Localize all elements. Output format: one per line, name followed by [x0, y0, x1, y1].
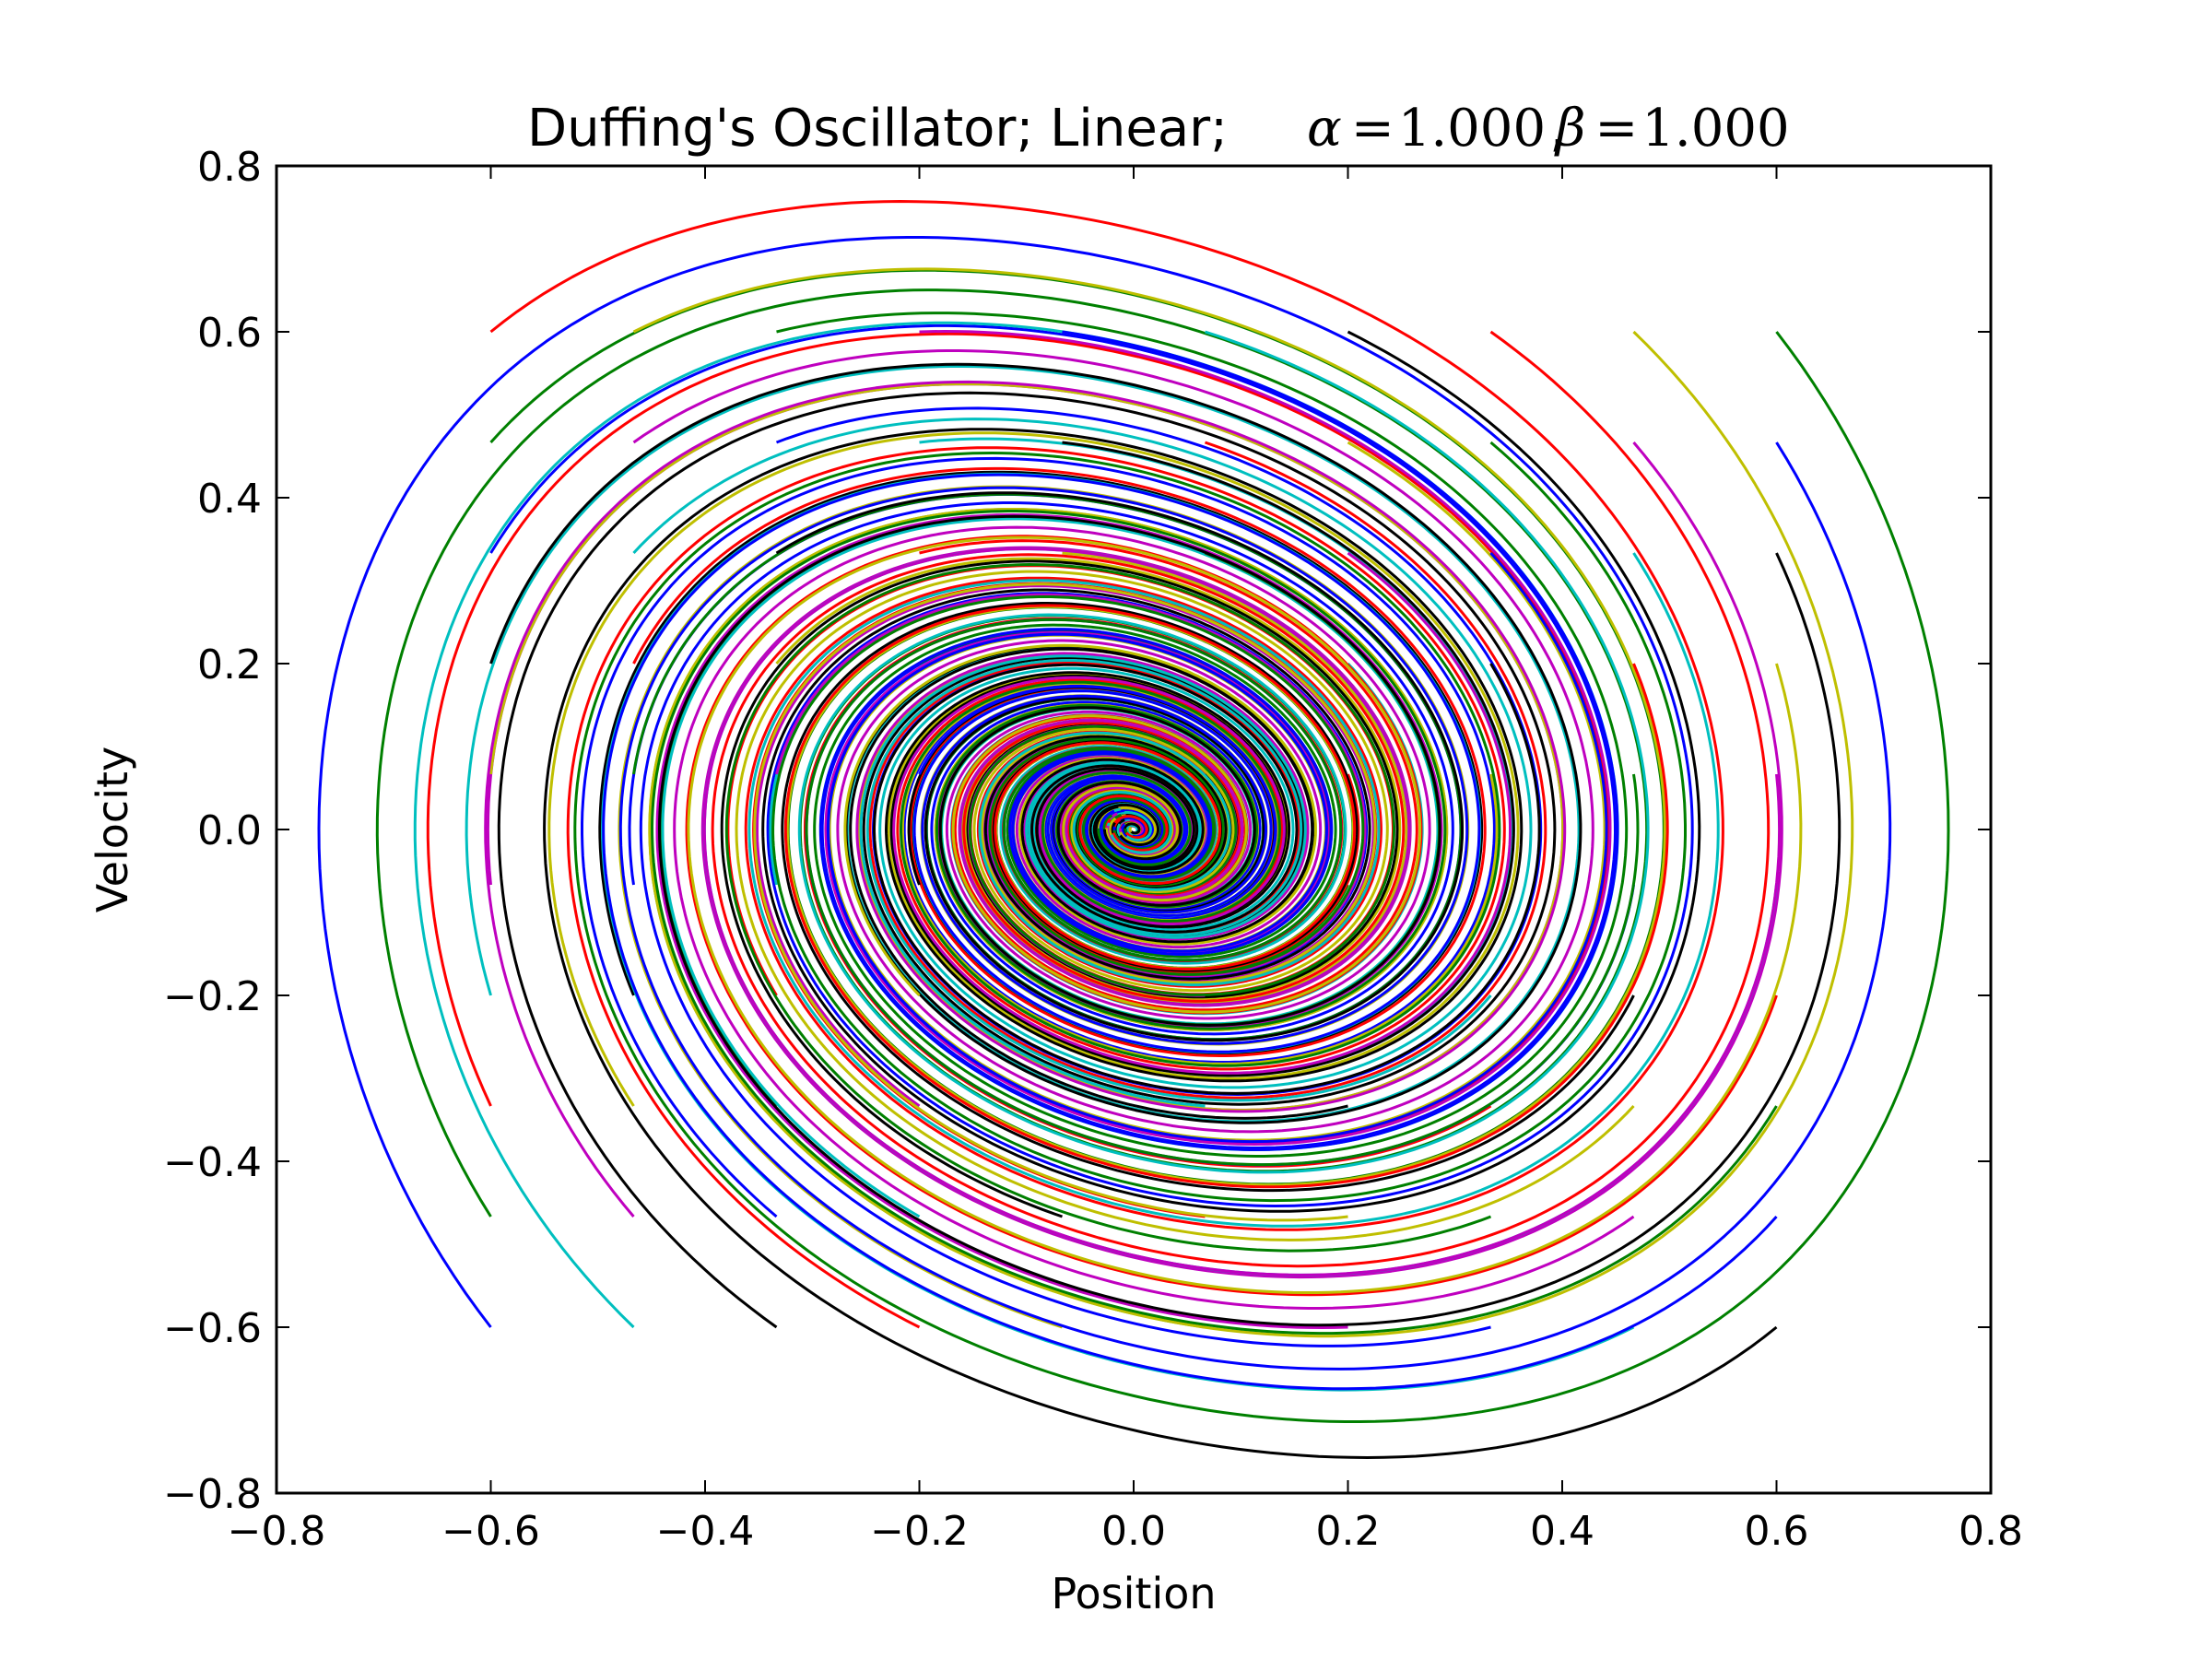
- beta-symbol: β: [1554, 99, 1585, 159]
- chart-title: Duffing's Oscillator; Linear; α = 1.000 …: [527, 99, 1790, 159]
- alpha-equals: =: [1351, 99, 1394, 159]
- x-tick-label: −0.2: [870, 1508, 969, 1555]
- x-tick-label: −0.6: [441, 1508, 540, 1555]
- trajectory-line: [873, 663, 1541, 1095]
- chart-title-beta: β = 1.000: [1554, 99, 1790, 159]
- alpha-symbol: α: [1307, 99, 1342, 159]
- trajectory-line: [702, 547, 1782, 1277]
- x-axis-label: Position: [1051, 1569, 1216, 1618]
- x-tick-label: −0.4: [656, 1508, 755, 1555]
- y-tick-label: −0.6: [163, 1305, 262, 1352]
- x-tick-label: 0.8: [1959, 1508, 2023, 1555]
- trajectory-line: [618, 441, 1892, 1371]
- trajectory-line: [805, 618, 1640, 1167]
- alpha-separator: ,: [1549, 99, 1566, 159]
- trajectory-line: [573, 331, 1950, 1423]
- y-tick-label: 0.2: [197, 641, 262, 688]
- plot-area-frame: [275, 164, 1993, 1495]
- trajectory-series: [317, 200, 1950, 1459]
- y-tick-label: −0.2: [163, 973, 262, 1020]
- trajectory-line: [687, 535, 1803, 1294]
- x-tick-label: 0.2: [1316, 1508, 1381, 1555]
- y-tick-labels: −0.8 −0.6 −0.4 −0.2 0.0 0.2 0.4 0.6 0.8: [163, 144, 262, 1518]
- y-tick-label: −0.8: [163, 1471, 262, 1518]
- beta-equals: =: [1594, 99, 1638, 159]
- trajectory-line: [602, 473, 1778, 1391]
- trajectory-line: [658, 514, 1841, 1327]
- trajectory-line: [543, 428, 1778, 1459]
- y-tick-label: 0.8: [197, 144, 262, 191]
- x-tick-label: 0.4: [1530, 1508, 1594, 1555]
- x-tick-label: −0.8: [228, 1508, 326, 1555]
- alpha-value: 1.000: [1398, 99, 1546, 159]
- x-tick-label: 0.0: [1101, 1508, 1166, 1555]
- chart-title-alpha: α = 1.000 ,: [1307, 99, 1566, 159]
- beta-value: 1.000: [1641, 99, 1789, 159]
- y-tick-label: −0.4: [163, 1139, 262, 1186]
- y-tick-label: 0.4: [197, 476, 262, 523]
- axis-ticks: [276, 165, 1992, 1494]
- y-tick-label: 0.0: [197, 807, 262, 854]
- y-axis-label: Velocity: [88, 747, 137, 912]
- trajectory-line: [849, 647, 1348, 1120]
- trajectory-line: [747, 552, 1720, 1228]
- trajectory-line: [827, 552, 1608, 1144]
- y-tick-label: 0.6: [197, 310, 262, 357]
- chart-title-text: Duffing's Oscillator; Linear;: [527, 99, 1228, 159]
- x-tick-label: 0.6: [1745, 1508, 1809, 1555]
- trajectory-line: [783, 604, 1669, 1189]
- x-tick-labels: −0.8 −0.6 −0.4 −0.2 0.0 0.2 0.4 0.6 0.8: [228, 1508, 2023, 1555]
